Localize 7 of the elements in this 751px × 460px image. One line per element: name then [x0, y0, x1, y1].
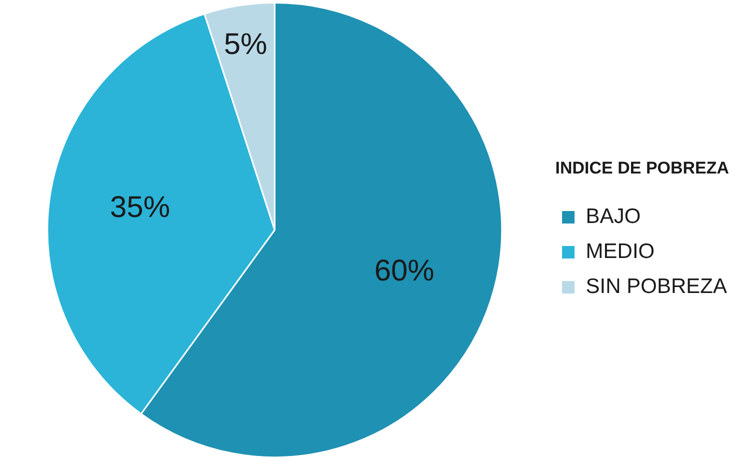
legend-label: BAJO — [586, 204, 641, 228]
legend-title: INDICE DE POBREZA — [555, 158, 730, 178]
data-label: 35% — [110, 190, 170, 224]
legend-label: MEDIO — [586, 240, 655, 263]
legend-label: SIN POBREZA — [586, 274, 728, 298]
data-label: 60% — [374, 254, 434, 288]
data-label: 5% — [224, 28, 268, 62]
